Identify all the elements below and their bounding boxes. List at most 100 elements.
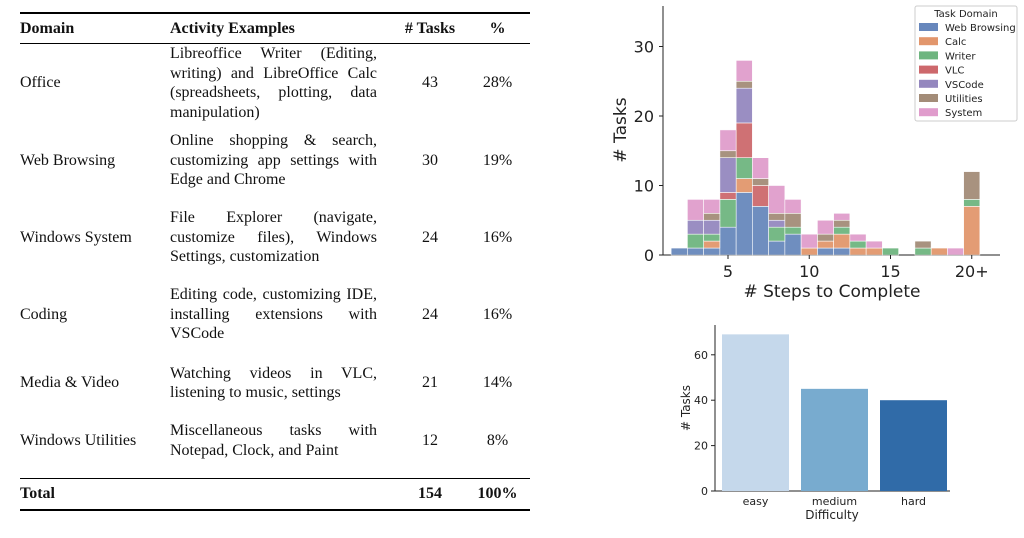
histogram-x-tick-label: 5 [723, 262, 733, 281]
histogram-bar [784, 213, 802, 228]
histogram-bar [817, 240, 834, 249]
table-row: Windows System File Explorer (navigate, … [20, 199, 530, 276]
legend-entry-label: Calc [945, 37, 966, 48]
legend-entry-label: Utilities [945, 94, 983, 105]
histogram-y-tick-label: 0 [644, 246, 654, 265]
histogram-bar [800, 233, 818, 249]
histogram-bar [947, 247, 964, 256]
histogram-x-axis-label: # Steps to Complete [743, 282, 920, 302]
domain-table: Domain Activity Examples # Tasks % Offic… [20, 12, 530, 511]
total-tasks: 154 [418, 485, 442, 502]
histogram-bar [719, 157, 737, 193]
histogram-bar [719, 226, 737, 256]
histogram-bar [719, 199, 737, 228]
legend-swatch [919, 79, 938, 88]
row-percent: 8% [486, 431, 509, 449]
difficulty-x-tick-label: easy [743, 495, 769, 508]
histogram-bar [735, 178, 753, 193]
histogram-bar [768, 219, 786, 228]
histogram-y-tick-label: 30 [634, 38, 654, 57]
histogram-bar [768, 213, 786, 221]
row-domain: Windows Utilities [20, 431, 137, 449]
header-percent: % [489, 20, 506, 37]
difficulty-y-tick-label: 60 [694, 349, 708, 362]
row-percent: 16% [482, 305, 513, 323]
row-tasks: 21 [422, 374, 438, 391]
histogram-bar [849, 247, 867, 256]
histogram-legend: Task Domain Web Browsing Calc Writer VLC VSCo… [914, 5, 1018, 122]
histogram-bar [735, 192, 753, 256]
histogram-bar [784, 233, 802, 256]
table-row: Media & Video Watching videos in VLC, li… [20, 353, 530, 413]
table-row: Coding Editing code, customizing IDE, in… [20, 276, 530, 353]
legend-entry-label: Web Browsing [945, 23, 1016, 34]
row-percent: 19% [482, 151, 513, 169]
histogram-bar [768, 226, 786, 242]
row-activity: Editing code, customizing IDE, installin… [170, 286, 377, 343]
histogram-bar [703, 240, 721, 249]
difficulty-y-axis-label: # Tasks [679, 385, 693, 431]
row-activity: Miscellaneous tasks with Notepad, Clock,… [170, 422, 377, 459]
legend-swatch [919, 23, 938, 31]
row-domain: Web Browsing [20, 151, 116, 169]
legend-title: Task Domain [933, 9, 998, 20]
histogram-bar [752, 178, 769, 186]
difficulty-bar [722, 334, 789, 491]
histogram-bar [849, 240, 867, 249]
row-domain: Office [20, 74, 61, 91]
histogram-bar [817, 247, 834, 256]
legend-entry-label: VLC [945, 66, 964, 77]
header-tasks: # Tasks [404, 20, 456, 37]
histogram-x-tick-label: 20+ [955, 262, 989, 281]
histogram-bar [963, 199, 981, 207]
histogram-bar [752, 157, 769, 179]
histogram-bar [963, 171, 981, 200]
histogram-bar [752, 185, 769, 207]
histogram-bar [865, 247, 883, 256]
histogram-bar [849, 233, 867, 242]
histogram-bar [882, 247, 899, 256]
histogram-plot: 5 10 15 20+ 0 10 20 30 # Steps to Complete # Task… [611, 6, 1000, 302]
difficulty-bar [801, 388, 868, 491]
histogram-bar [703, 233, 721, 242]
histogram-bar [784, 226, 802, 235]
legend-swatch [919, 37, 938, 46]
histogram-bar [768, 185, 786, 214]
histogram-y-tick-label: 20 [634, 107, 654, 126]
histogram-bar [784, 199, 802, 214]
histogram-bar [817, 233, 834, 242]
histogram-y-axis-label: # Tasks [611, 97, 631, 162]
row-domain: Coding [20, 305, 68, 323]
legend-entry-label: VSCode [945, 80, 984, 91]
header-activity-examples: Activity Examples [170, 20, 295, 37]
histogram-y-tick-label: 10 [634, 177, 654, 196]
legend-entry-label: Writer [945, 51, 976, 62]
difficulty-bar [880, 400, 947, 491]
legend-swatch [919, 94, 938, 102]
row-tasks: 43 [422, 74, 438, 91]
histogram-bar [914, 240, 932, 249]
row-domain: Windows System [20, 228, 132, 246]
histogram-bar [719, 150, 737, 158]
difficulty-x-axis-label: Difficulty [805, 508, 859, 522]
table-total-row: Total 154 100% [20, 478, 530, 510]
difficulty-x-tick-label: hard [901, 495, 926, 508]
histogram-bar [703, 199, 721, 214]
row-percent: 14% [482, 374, 513, 391]
row-activity: Online shopping & search, customizing ap… [170, 132, 377, 189]
histogram-bar [800, 247, 818, 256]
histogram-bar [719, 129, 737, 152]
difficulty-y-tick-label: 0 [701, 485, 708, 498]
histogram-bar [833, 213, 851, 221]
histogram-bar [833, 247, 851, 256]
histogram-bar [930, 247, 948, 256]
row-tasks: 12 [422, 431, 438, 449]
histogram-bar [703, 213, 721, 221]
histogram-bar [735, 80, 753, 89]
histogram-bar [687, 199, 704, 221]
histogram-bar [833, 226, 851, 235]
histogram-bar [833, 219, 851, 228]
histogram-bar [703, 247, 721, 256]
table-row: Web Browsing Online shopping & search, c… [20, 122, 530, 199]
histogram-bar [735, 87, 753, 124]
